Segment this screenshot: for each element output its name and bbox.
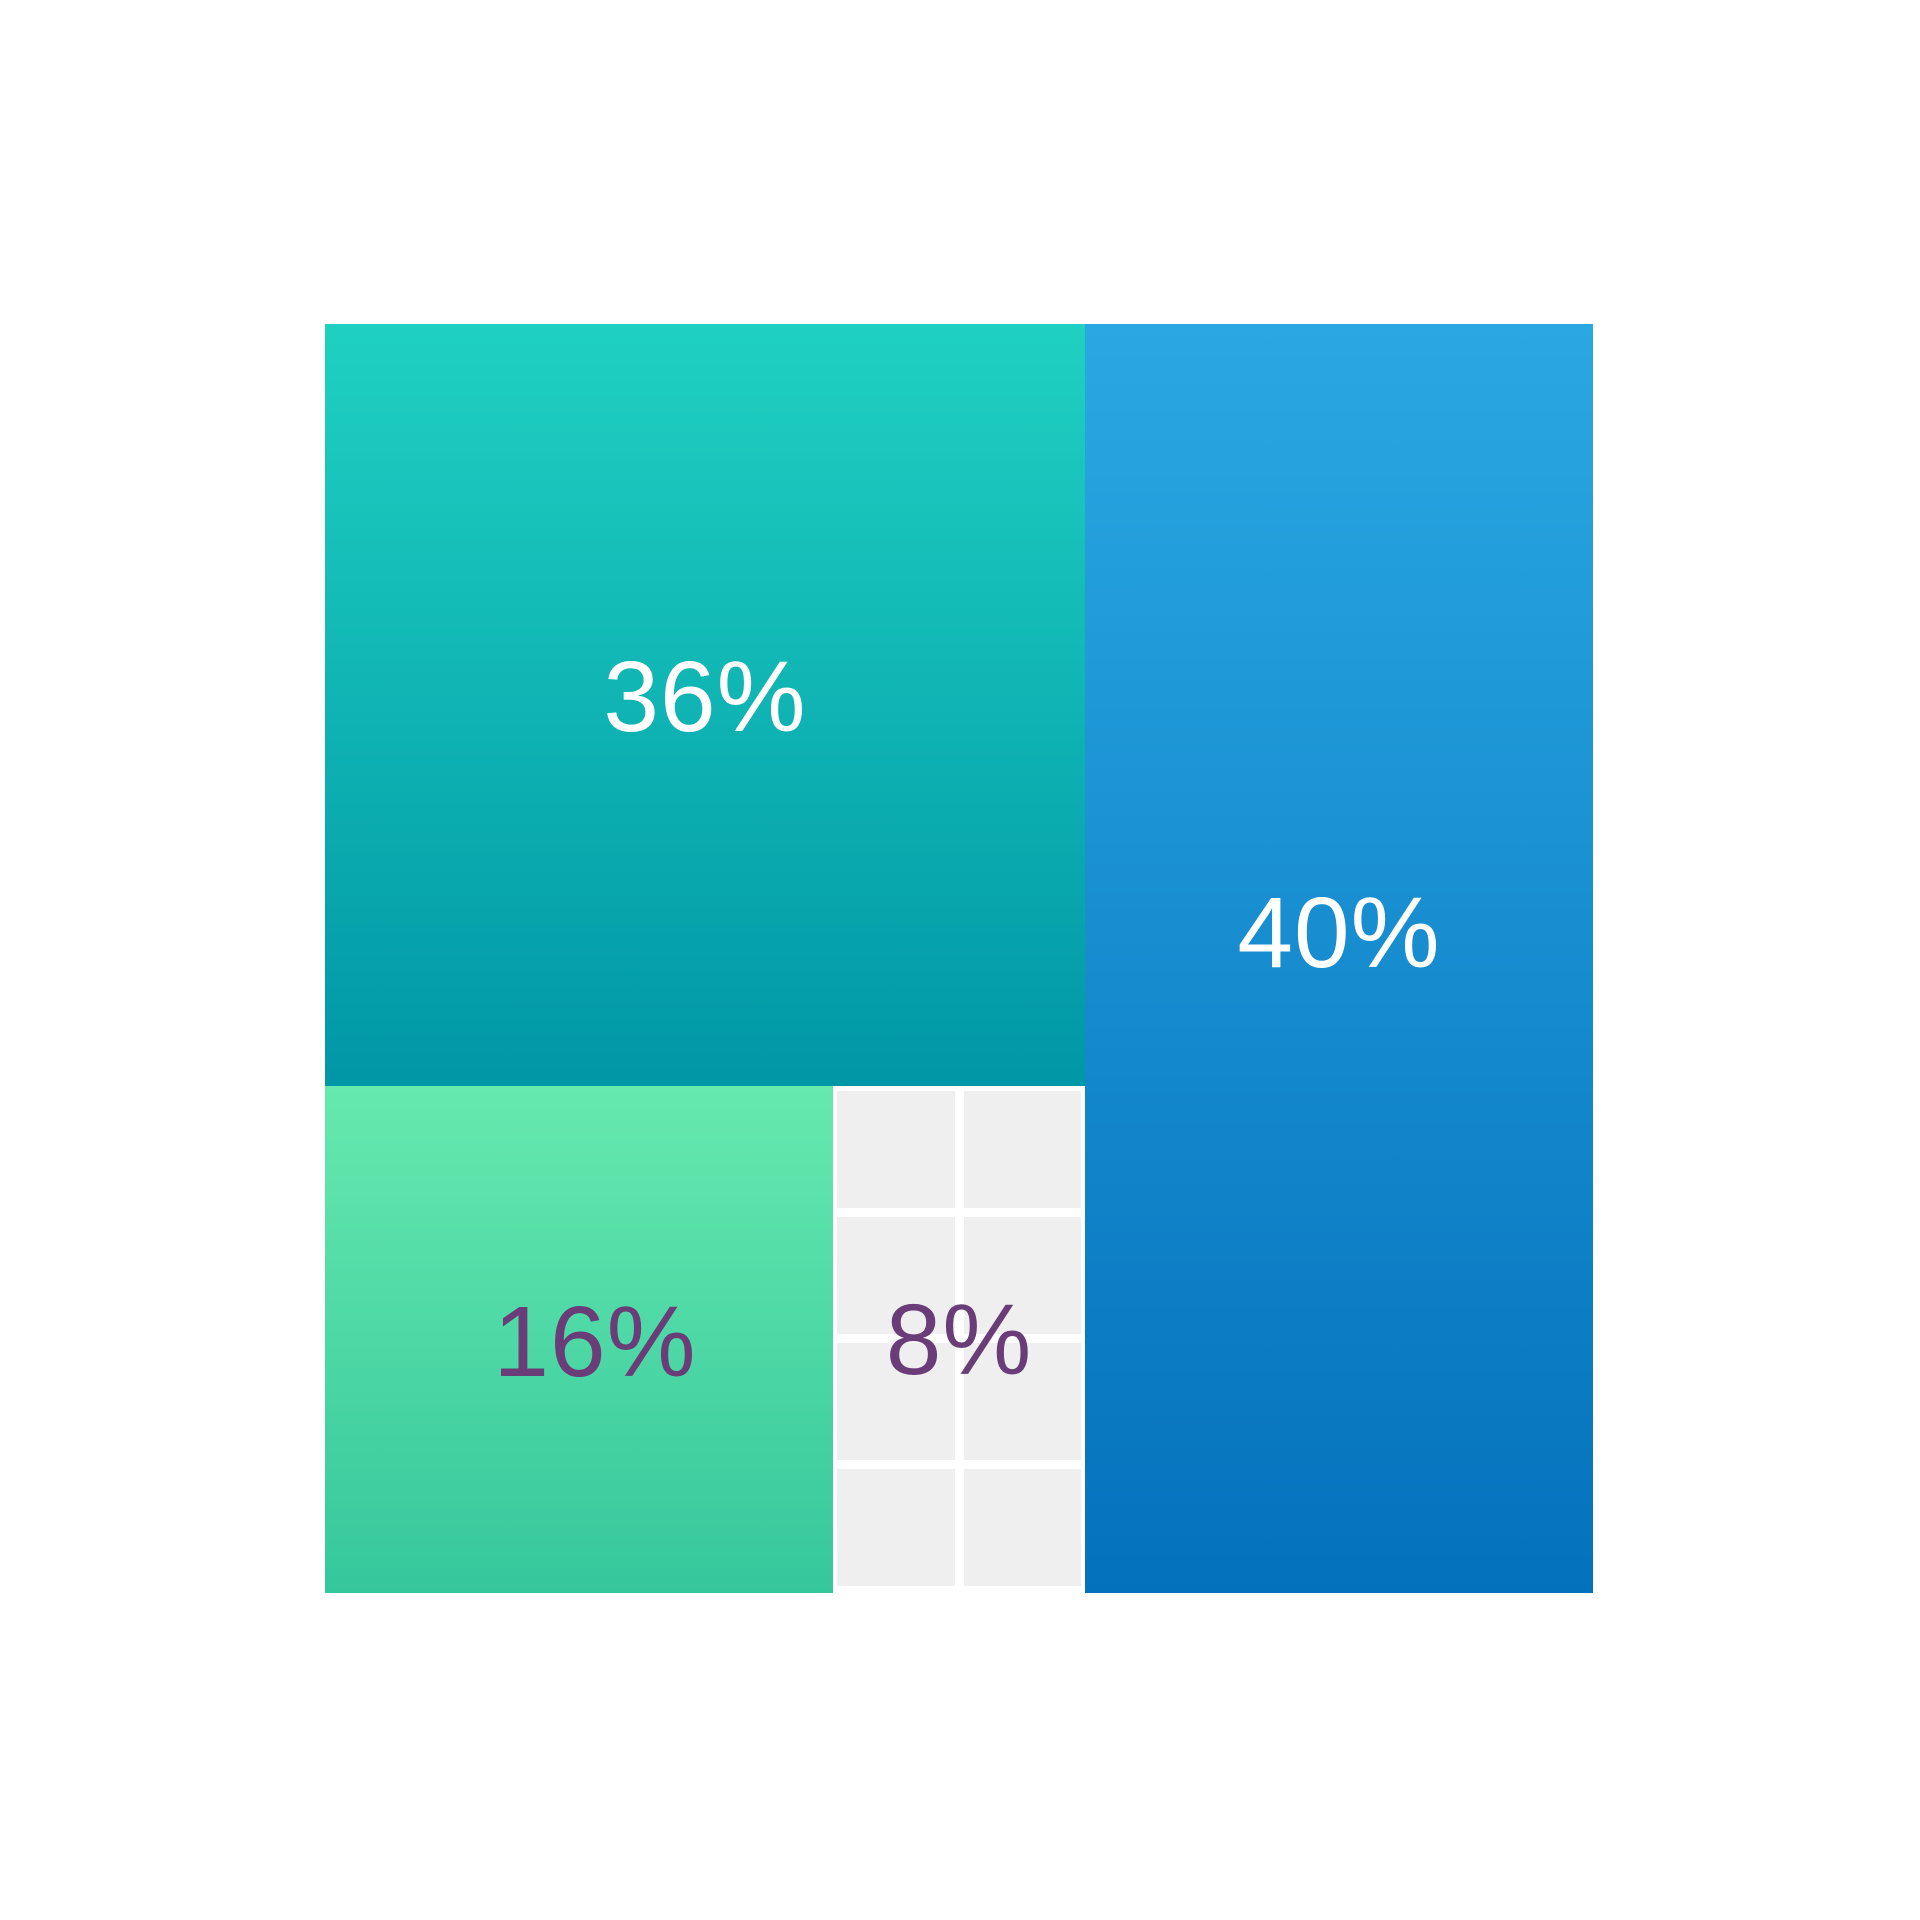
segment-40-label: 40% bbox=[1237, 876, 1441, 989]
segment-8-label: 8% bbox=[885, 1283, 1033, 1396]
waffle-cell bbox=[963, 1217, 1081, 1334]
segment-36-label: 36% bbox=[603, 641, 807, 753]
segment-36-percent: 36% bbox=[325, 324, 1085, 1086]
waffle-cell bbox=[963, 1469, 1081, 1586]
waffle-treemap-chart: 36% 40% 16% 8% bbox=[325, 324, 1593, 1593]
waffle-cell bbox=[963, 1091, 1081, 1208]
segment-8-percent: 8% bbox=[833, 1086, 1085, 1593]
segment-8-cell-grid bbox=[837, 1091, 1081, 1586]
segment-16-label: 16% bbox=[493, 1285, 697, 1398]
waffle-cell bbox=[837, 1343, 955, 1460]
waffle-cell bbox=[963, 1343, 1081, 1460]
waffle-cell bbox=[837, 1091, 955, 1208]
segment-16-percent: 16% bbox=[325, 1086, 833, 1593]
segment-40-percent: 40% bbox=[1085, 324, 1593, 1593]
waffle-cell bbox=[837, 1469, 955, 1586]
waffle-cell bbox=[837, 1217, 955, 1334]
